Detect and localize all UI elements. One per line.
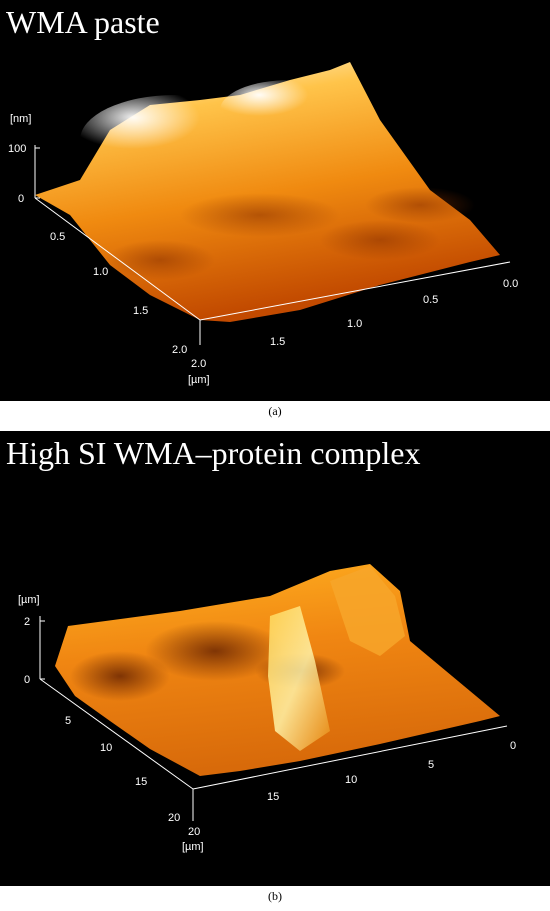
right-tick-a-4: 2.0 xyxy=(191,358,206,370)
left-tick-b-0: 5 xyxy=(65,715,71,727)
z-tick-a-1: 0 xyxy=(18,193,24,205)
z-unit-b: [µm] xyxy=(18,594,40,606)
left-tick-b-3: 20 xyxy=(168,812,180,824)
ridge-b-right xyxy=(330,566,405,656)
left-tick-b-1: 10 xyxy=(100,742,112,754)
right-tick-b-4: 20 xyxy=(188,826,200,838)
xy-unit-b: [µm] xyxy=(182,841,204,853)
right-tick-b-3: 15 xyxy=(267,791,279,803)
ridge-b xyxy=(268,606,330,751)
z-tick-b-0: 2 xyxy=(24,616,30,628)
afm-panel-a: [nm] 100 0 0.5 1.0 1.5 2.0 0.0 0.5 1.0 1… xyxy=(0,0,550,401)
right-tick-a-3: 1.5 xyxy=(270,336,285,348)
xy-unit-a: [µm] xyxy=(188,374,210,386)
left-tick-a-3: 2.0 xyxy=(172,344,187,356)
right-tick-a-1: 0.5 xyxy=(423,294,438,306)
afm-panel-b: [µm] 2 0 5 10 15 20 0 5 10 15 20 [µm] Hi… xyxy=(0,431,550,886)
caption-b: (b) xyxy=(268,889,282,903)
z-tick-a-0: 100 xyxy=(8,143,26,155)
afm-surface-a: [nm] 100 0 0.5 1.0 1.5 2.0 0.0 0.5 1.0 1… xyxy=(8,62,518,386)
afm-surface-b: [µm] 2 0 5 10 15 20 0 5 10 15 20 [µm] xyxy=(18,564,516,853)
z-unit-a: [nm] xyxy=(10,113,31,125)
right-tick-b-1: 5 xyxy=(428,759,434,771)
right-tick-a-2: 1.0 xyxy=(347,318,362,330)
left-tick-a-2: 1.5 xyxy=(133,305,148,317)
panel-title-a: WMA paste xyxy=(6,4,160,40)
left-tick-a-1: 1.0 xyxy=(93,266,108,278)
right-tick-b-0: 0 xyxy=(510,740,516,752)
caption-a: (a) xyxy=(268,404,282,418)
right-tick-b-2: 10 xyxy=(345,774,357,786)
left-tick-b-2: 15 xyxy=(135,776,147,788)
left-tick-a-0: 0.5 xyxy=(50,231,65,243)
panel-title-b: High SI WMA–protein complex xyxy=(6,435,421,471)
right-tick-a-0: 0.0 xyxy=(503,278,518,290)
z-tick-b-1: 0 xyxy=(24,674,30,686)
